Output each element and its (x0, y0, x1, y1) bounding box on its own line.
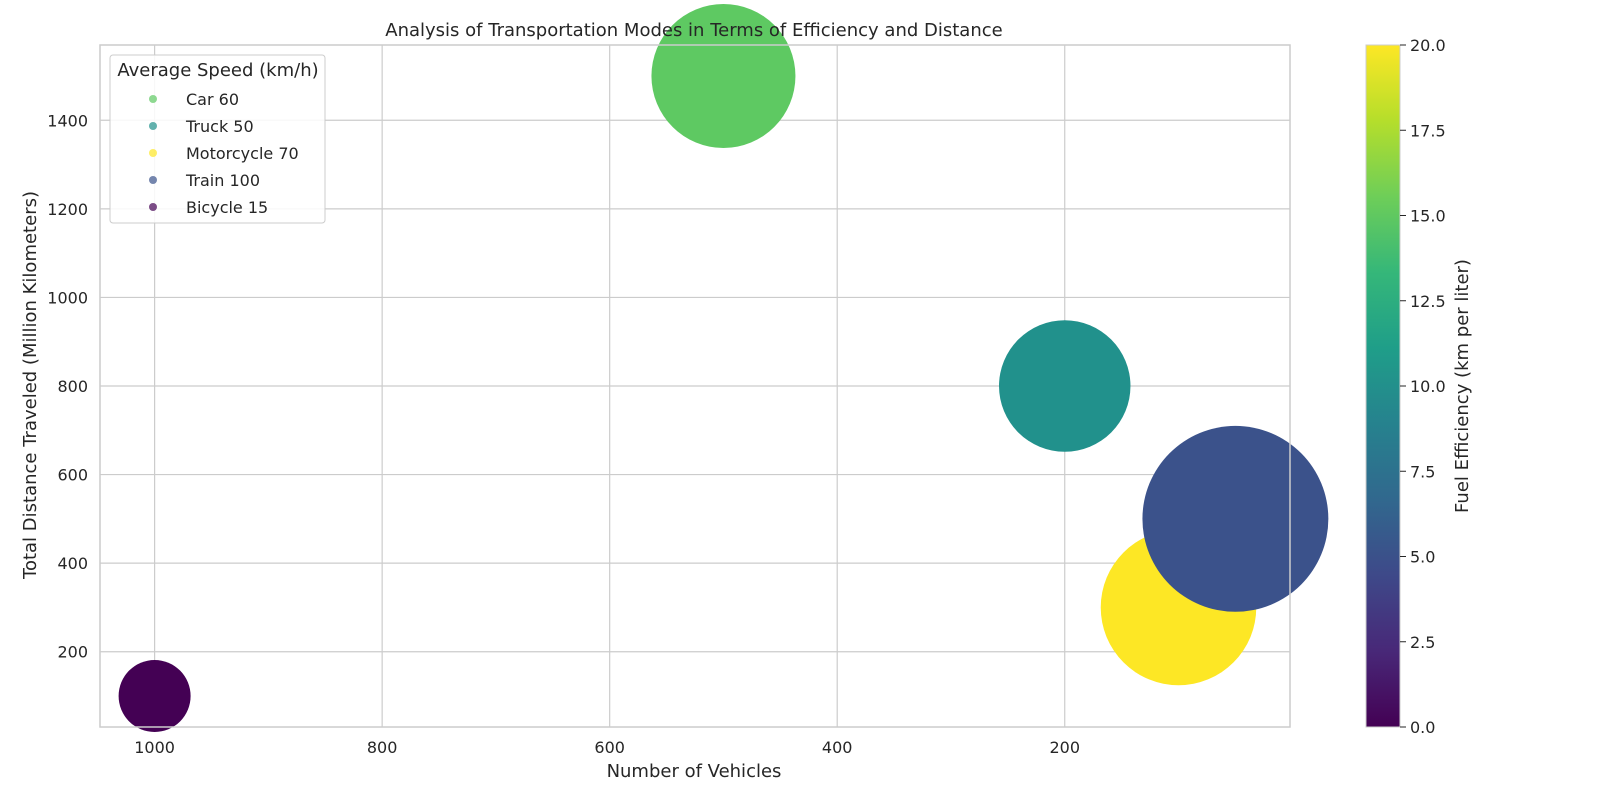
legend-marker (149, 149, 157, 157)
legend-entry-label: Train 100 (185, 171, 260, 190)
legend-marker (149, 203, 157, 211)
legend-marker (149, 176, 157, 184)
colorbar-tick-label: 12.5 (1410, 292, 1446, 311)
x-tick-label: 400 (822, 738, 853, 757)
legend-entry-label: Motorcycle 70 (186, 144, 299, 163)
legend-marker (149, 122, 157, 130)
y-tick-label: 1200 (47, 200, 88, 219)
legend-title: Average Speed (km/h) (117, 60, 318, 81)
colorbar-label: Fuel Efficiency (km per liter) (1452, 259, 1473, 513)
x-tick-label: 800 (367, 738, 398, 757)
y-tick-label: 800 (57, 377, 88, 396)
x-tick-label: 200 (1049, 738, 1080, 757)
colorbar-tick-label: 7.5 (1410, 462, 1435, 481)
point-truck (999, 320, 1130, 451)
colorbar-gradient (1366, 45, 1400, 727)
y-tick-label: 400 (57, 554, 88, 573)
legend-entry-label: Truck 50 (185, 117, 254, 136)
colorbar-ticks: 0.0 2.5 5.0 7.5 10.0 12.5 15.0 17.5 20.0 (1400, 36, 1446, 737)
point-bicycle (119, 660, 191, 732)
point-train (1142, 426, 1328, 612)
y-axis-ticks: 200 400 600 800 1000 1200 1400 (47, 111, 88, 661)
y-tick-label: 1400 (47, 111, 88, 130)
legend: Average Speed (km/h) Car 60 Truck 50 Motor… (110, 55, 325, 223)
colorbar-tick-label: 17.5 (1410, 121, 1446, 140)
colorbar-tick-label: 20.0 (1410, 36, 1446, 55)
colorbar-tick-label: 10.0 (1410, 377, 1446, 396)
colorbar-tick-label: 5.0 (1410, 548, 1435, 567)
y-tick-label: 200 (57, 643, 88, 662)
y-tick-label: 600 (57, 466, 88, 485)
x-axis-label: Number of Vehicles (607, 761, 782, 782)
x-axis-ticks: 1000 800 600 400 200 (134, 738, 1080, 757)
y-tick-label: 1000 (47, 288, 88, 307)
legend-marker (149, 95, 157, 103)
x-tick-label: 1000 (134, 738, 175, 757)
colorbar-tick-label: 2.5 (1410, 633, 1435, 652)
legend-entry-label: Car 60 (186, 90, 239, 109)
x-tick-label: 600 (594, 738, 625, 757)
legend-entry-label: Bicycle 15 (186, 198, 268, 217)
chart-title: Analysis of Transportation Modes in Term… (385, 20, 1002, 41)
colorbar-tick-label: 15.0 (1410, 207, 1446, 226)
y-axis-label: Total Distance Traveled (Million Kilomet… (20, 191, 41, 580)
colorbar-tick-label: 0.0 (1410, 718, 1435, 737)
